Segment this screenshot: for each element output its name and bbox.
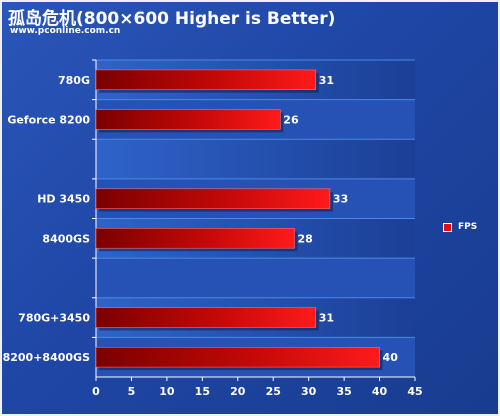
x-tick-label: 5 (128, 385, 136, 398)
bar-value-label: 26 (283, 113, 299, 126)
bar (95, 188, 331, 209)
x-tick-label: 20 (230, 385, 246, 398)
bar (95, 228, 295, 249)
plot-band (96, 258, 415, 298)
category-label: Geforce 8200 (7, 113, 90, 126)
category-label: 780G (58, 74, 90, 87)
x-tick-label: 40 (372, 385, 388, 398)
bar-value-label: 31 (319, 312, 334, 325)
bar (95, 346, 380, 368)
category-label: 780G+3450 (18, 312, 90, 325)
x-tick-label: 45 (407, 385, 422, 398)
plot-band (96, 139, 415, 179)
x-tick-label: 0 (92, 385, 100, 398)
bar (95, 109, 281, 130)
x-tick-label: 10 (159, 385, 175, 398)
x-tick-label: 15 (195, 385, 210, 398)
bar-value-label: 40 (383, 351, 399, 364)
chart-title: 孤岛危机(800×600 Higher is Better) (8, 9, 336, 29)
x-tick-label: 35 (336, 385, 351, 398)
x-tick-label: 30 (301, 385, 317, 398)
category-label: HD 3450 (37, 193, 90, 206)
legend: FPS (443, 222, 477, 232)
x-tick-label: 25 (266, 385, 281, 398)
category-label: 8200+8400GS (3, 351, 90, 364)
plot-area: 0 5 10 15 20 25 30 35 40 45 780G 31 Geforce 8200 26 HD… (3, 59, 423, 398)
chart-subtitle: www.pconline.com.cn (10, 26, 121, 36)
bar (95, 307, 317, 328)
bar-value-label: 31 (319, 74, 334, 87)
category-label: 8400GS (42, 232, 90, 245)
legend-swatch (443, 222, 452, 232)
bar-value-label: 33 (333, 193, 348, 206)
bar-value-label: 28 (297, 232, 312, 245)
legend-label: FPS (458, 222, 478, 232)
bar (95, 69, 317, 91)
